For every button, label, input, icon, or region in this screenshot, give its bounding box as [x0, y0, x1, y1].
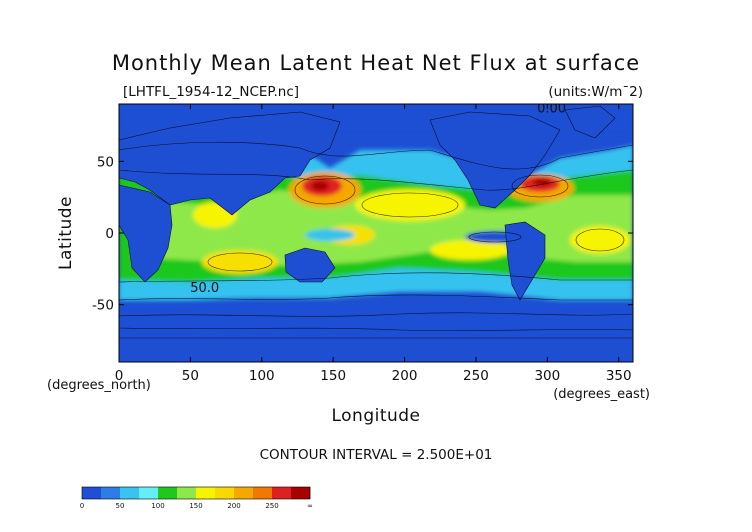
x-tick-label: 150	[320, 368, 346, 384]
y-tick-label: 0	[105, 226, 114, 242]
y-unit-label: (degrees_north)	[47, 378, 151, 393]
colorbar-tick-label: 200	[227, 502, 240, 510]
x-unit-label: (degrees_east)	[553, 387, 650, 402]
colorbar-tick-label: 0	[80, 502, 84, 510]
field-yellow-satl	[570, 226, 630, 254]
contour-interval-text: CONTOUR INTERVAL = 2.500E+01	[260, 447, 493, 463]
field-yellow-npac	[355, 189, 465, 221]
contour-lines	[119, 141, 633, 331]
colorbar: 0 50 100 150 200 250 ∞	[80, 486, 313, 510]
colorbar-swatch	[120, 487, 140, 499]
y-axis-ticks: -50 0 50	[92, 154, 633, 314]
x-tick-label: 300	[534, 368, 560, 384]
x-axis-label: Longitude	[331, 406, 420, 426]
colorbar-swatch	[215, 487, 235, 499]
x-tick-label: 100	[249, 368, 275, 384]
colorbar-tick-label: 150	[189, 502, 202, 510]
landmass-africa	[119, 184, 173, 283]
inline-contour-labels: 50.0 0.00	[190, 102, 566, 296]
map-plot-area: 50.0 0.00	[119, 102, 633, 362]
continents	[119, 105, 633, 362]
field-yellow-spac	[430, 240, 510, 260]
colorbar-tick-label: 50	[116, 502, 125, 510]
x-tick-label: 200	[392, 368, 418, 384]
y-axis-label: Latitude	[56, 196, 76, 270]
field-kuroshio-core	[311, 181, 329, 191]
colorbar-tick-label: ∞	[307, 502, 313, 510]
landmass-australia	[284, 247, 336, 283]
colorbar-swatch	[158, 487, 178, 499]
colorbar-swatch	[234, 487, 254, 499]
colorbar-tick-label: 250	[265, 502, 278, 510]
contour-value-label: 50.0	[190, 281, 219, 296]
colorbar-swatch	[139, 487, 159, 499]
landmass-antarctica	[119, 337, 633, 362]
y-tick-label: 50	[97, 154, 114, 170]
file-label: [LHTFL_1954-12_NCEP.nc]	[123, 84, 299, 100]
x-tick-label: 50	[182, 368, 199, 384]
landmass-north-america	[429, 111, 561, 209]
x-tick-label: 350	[606, 368, 632, 384]
colorbar-swatch	[196, 487, 216, 499]
colorbar-frame	[81, 486, 311, 500]
chart-title: Monthly Mean Latent Heat Net Flux at sur…	[112, 51, 640, 75]
x-axis-ticks: 0 50 100 150 200 250 300 350	[115, 104, 632, 384]
colorbar-tick-label: 100	[151, 502, 164, 510]
field-warm-pool	[305, 229, 355, 241]
landmass-south-america	[504, 221, 546, 301]
colorbar-swatch	[253, 487, 273, 499]
field-gulfstream-core	[533, 178, 551, 186]
colorbar-swatch	[177, 487, 197, 499]
colorbar-swatch	[272, 487, 292, 499]
units-label: (units:W/m¯2)	[548, 84, 643, 100]
contour-value-label: 0.00	[537, 102, 566, 117]
landmass-eurasia	[119, 111, 341, 216]
colorbar-swatch	[101, 487, 121, 499]
x-tick-label: 250	[463, 368, 489, 384]
colorbar-swatch	[82, 487, 102, 499]
field-yellow-sio	[202, 250, 278, 274]
y-tick-label: -50	[92, 298, 114, 314]
x-tick-label: 0	[115, 368, 124, 384]
colorbar-swatch	[291, 487, 311, 499]
landmass-greenland	[564, 105, 616, 139]
